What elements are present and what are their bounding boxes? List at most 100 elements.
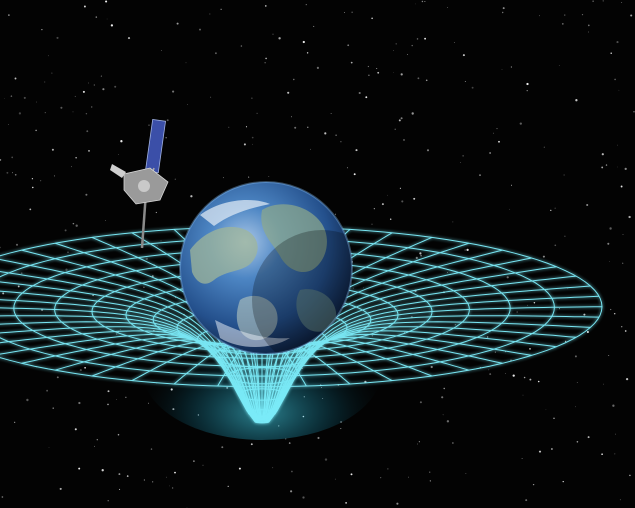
star bbox=[83, 5, 86, 8]
star bbox=[550, 209, 552, 212]
star bbox=[542, 255, 545, 258]
star bbox=[210, 96, 212, 98]
star bbox=[102, 88, 105, 91]
star bbox=[307, 126, 309, 128]
star bbox=[8, 14, 10, 16]
star bbox=[367, 65, 370, 68]
star bbox=[85, 193, 88, 196]
star bbox=[430, 365, 433, 369]
star bbox=[387, 468, 389, 470]
star bbox=[465, 472, 467, 474]
star bbox=[512, 374, 515, 377]
star bbox=[344, 11, 346, 13]
star bbox=[330, 113, 332, 114]
grid-spoke bbox=[217, 344, 262, 424]
star bbox=[564, 14, 566, 16]
earth-landmasses bbox=[190, 199, 352, 354]
star bbox=[371, 223, 373, 225]
star bbox=[340, 141, 342, 143]
star bbox=[291, 470, 293, 473]
star bbox=[539, 15, 540, 17]
star bbox=[11, 156, 14, 159]
star bbox=[251, 97, 253, 99]
star bbox=[306, 52, 309, 54]
star bbox=[148, 124, 150, 126]
star bbox=[610, 52, 612, 55]
star bbox=[609, 227, 612, 230]
star bbox=[220, 8, 222, 10]
star bbox=[46, 389, 48, 392]
star bbox=[523, 376, 526, 379]
star bbox=[351, 11, 353, 13]
star bbox=[612, 404, 615, 407]
star bbox=[88, 82, 89, 84]
star bbox=[400, 117, 403, 120]
star bbox=[294, 126, 297, 129]
star bbox=[147, 402, 149, 404]
star bbox=[601, 166, 604, 169]
star bbox=[505, 373, 506, 375]
star bbox=[376, 67, 378, 70]
star bbox=[526, 89, 528, 92]
grid-spoke bbox=[54, 339, 259, 424]
star bbox=[56, 376, 59, 379]
star bbox=[92, 294, 94, 297]
star bbox=[494, 351, 496, 353]
star bbox=[371, 17, 373, 20]
star bbox=[84, 366, 86, 369]
star bbox=[629, 474, 631, 477]
star bbox=[558, 65, 560, 66]
star bbox=[290, 490, 293, 493]
star bbox=[0, 158, 2, 161]
star bbox=[553, 417, 555, 419]
star bbox=[345, 502, 347, 504]
star bbox=[587, 24, 590, 27]
star bbox=[186, 506, 188, 508]
star bbox=[368, 74, 370, 77]
star bbox=[74, 428, 77, 431]
star bbox=[399, 187, 401, 189]
star bbox=[1, 496, 4, 498]
star bbox=[8, 124, 9, 126]
star bbox=[288, 442, 291, 444]
star bbox=[117, 154, 119, 155]
star bbox=[209, 13, 211, 15]
star bbox=[302, 496, 305, 499]
star bbox=[505, 351, 506, 353]
star bbox=[94, 445, 95, 447]
star bbox=[511, 184, 512, 186]
star bbox=[41, 28, 43, 31]
star bbox=[625, 377, 629, 381]
star bbox=[446, 6, 448, 8]
star bbox=[116, 333, 118, 335]
star bbox=[317, 436, 320, 440]
star bbox=[489, 373, 492, 376]
star bbox=[408, 476, 409, 478]
star bbox=[446, 272, 448, 273]
star bbox=[117, 433, 120, 436]
star bbox=[488, 369, 490, 371]
grid-spoke bbox=[0, 290, 256, 422]
star bbox=[151, 275, 154, 278]
star bbox=[51, 72, 53, 74]
star bbox=[2, 292, 5, 295]
star bbox=[471, 86, 474, 89]
grid-spoke bbox=[0, 281, 257, 422]
star bbox=[407, 54, 409, 55]
star bbox=[501, 68, 503, 70]
star bbox=[418, 441, 420, 443]
star bbox=[305, 4, 307, 6]
star bbox=[96, 439, 98, 441]
earth bbox=[179, 181, 353, 355]
star bbox=[221, 446, 224, 449]
star bbox=[78, 467, 81, 470]
star bbox=[564, 235, 566, 237]
star bbox=[14, 421, 16, 423]
star bbox=[586, 203, 589, 207]
star bbox=[352, 287, 354, 289]
star bbox=[272, 467, 274, 469]
star bbox=[251, 136, 254, 139]
star bbox=[265, 57, 267, 60]
star bbox=[119, 329, 121, 331]
